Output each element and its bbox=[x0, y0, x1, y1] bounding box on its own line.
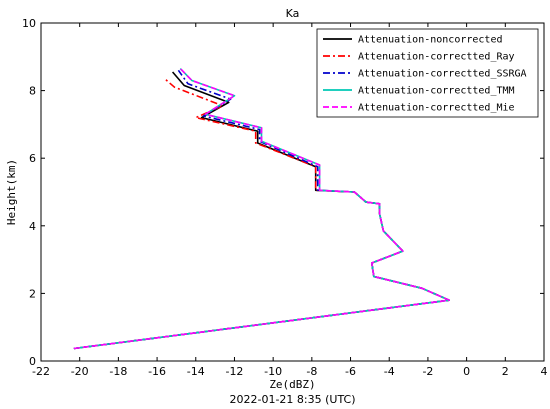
x-tick-label: -12 bbox=[225, 365, 243, 378]
y-tick-label: 0 bbox=[29, 355, 36, 368]
legend: Attenuation-noncorrected Attenuation-corr… bbox=[316, 28, 539, 118]
x-tick-label: -8 bbox=[306, 365, 317, 378]
x-tick-label: -18 bbox=[109, 365, 127, 378]
x-tick-label: -22 bbox=[32, 365, 50, 378]
legend-label-0: Attenuation-noncorrected bbox=[358, 35, 503, 46]
x-axis-label: Ze(dBZ) bbox=[269, 378, 315, 391]
y-tick-label: 10 bbox=[22, 17, 36, 30]
x-tick-label: -16 bbox=[148, 365, 166, 378]
legend-box bbox=[316, 28, 539, 118]
x-tick-label: 4 bbox=[541, 365, 548, 378]
x-tick-label: -14 bbox=[187, 365, 205, 378]
y-axis: 0 2 4 6 8 10 bbox=[22, 17, 544, 368]
x-axis: -22 -20 -18 -16 -14 -12 -10 -8 -6 -4 -2 0 2 4 bbox=[32, 23, 548, 378]
series-layer bbox=[73, 68, 451, 350]
chart-title: Ka bbox=[286, 7, 300, 20]
legend-label-2: Attenuation-correctted_SSRGA bbox=[358, 69, 527, 80]
legend-label-3: Attenuation-correctted_TMM bbox=[358, 86, 515, 97]
chart-caption: 2022-01-21 8:35 (UTC) bbox=[229, 393, 355, 406]
y-tick-label: 2 bbox=[29, 287, 36, 300]
y-tick-label: 6 bbox=[29, 152, 36, 165]
series-line-4 bbox=[73, 68, 451, 350]
x-tick-label: 0 bbox=[463, 365, 470, 378]
legend-label-4: Attenuation-correctted_Mie bbox=[358, 103, 515, 114]
x-tick-label: -2 bbox=[422, 365, 433, 378]
legend-label-1: Attenuation-correctted_Ray bbox=[358, 52, 515, 63]
y-tick-label: 4 bbox=[29, 220, 36, 233]
y-tick-label: 8 bbox=[29, 85, 36, 98]
x-tick-label: -10 bbox=[264, 365, 282, 378]
x-tick-label: 2 bbox=[502, 365, 509, 378]
x-tick-label: -6 bbox=[345, 365, 356, 378]
x-tick-label: -20 bbox=[71, 365, 89, 378]
y-axis-label: Height(km) bbox=[5, 159, 18, 225]
x-tick-label: -4 bbox=[384, 365, 395, 378]
